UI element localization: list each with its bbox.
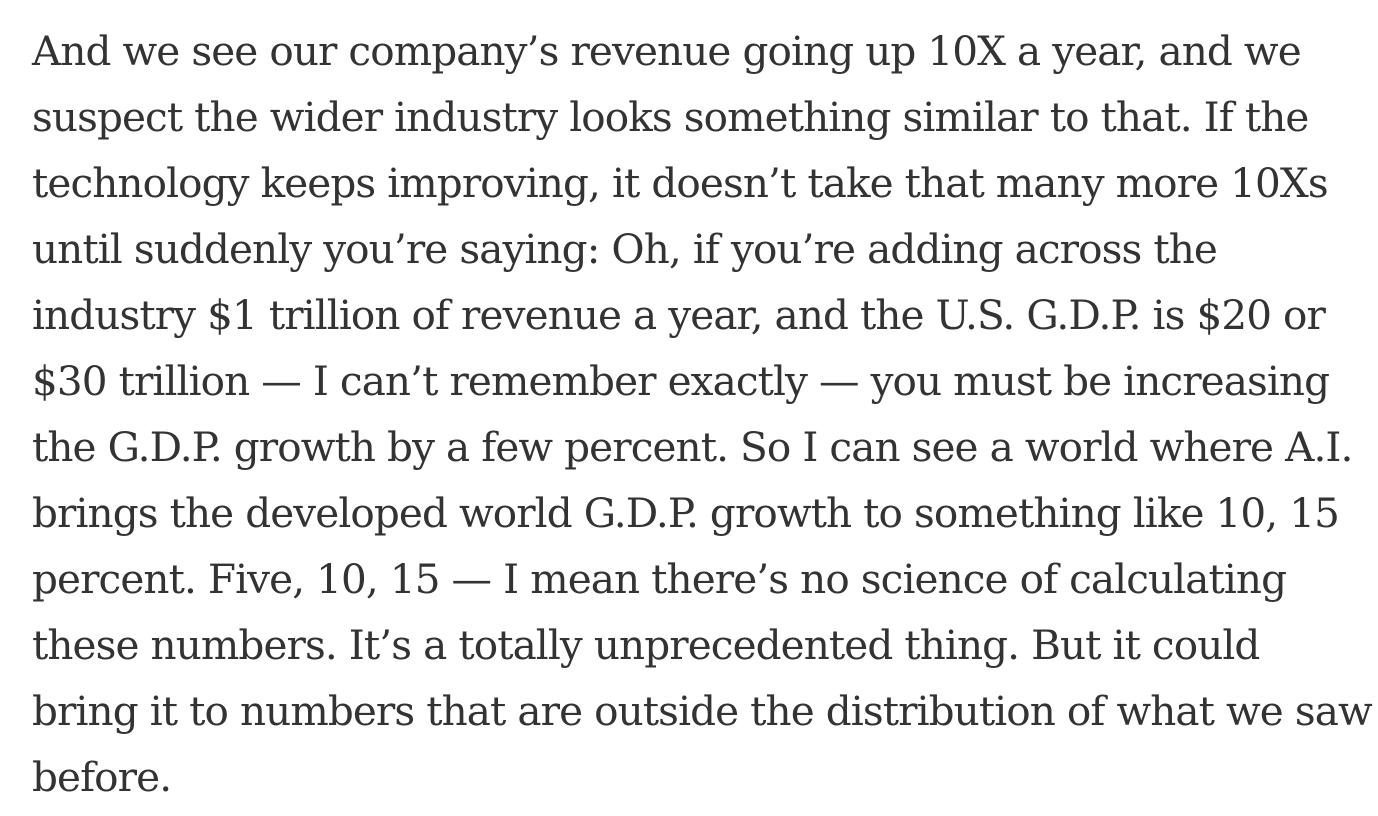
paragraph-line-11: bring it to numbers that are outside the… (32, 687, 1373, 735)
paragraph-line-5: industry $1 trillion of revenue a year, … (32, 291, 1326, 339)
paragraph-line-2: suspect the wider industry looks somethi… (32, 93, 1309, 141)
paragraph-line-12: before. (32, 753, 172, 801)
paragraph-line-3: technology keeps improving, it doesn’t t… (32, 159, 1329, 207)
paragraph-line-1: And we see our company’s revenue going u… (32, 27, 1302, 75)
paragraph-line-9: percent. Five, 10, 15 — I mean there’s n… (32, 555, 1287, 603)
paragraph-line-7: the G.D.P. growth by a few percent. So I… (32, 423, 1353, 471)
paragraph-line-10: these numbers. It’s a totally unpreceden… (32, 621, 1260, 669)
paragraph-line-6: $30 trillion — I can’t remember exactly … (32, 357, 1330, 405)
paragraph-line-8: brings the developed world G.D.P. growth… (32, 489, 1340, 537)
paragraph-line-4: until suddenly you’re saying: Oh, if you… (32, 225, 1218, 273)
article-paragraph: And we see our company’s revenue going u… (32, 18, 1373, 810)
